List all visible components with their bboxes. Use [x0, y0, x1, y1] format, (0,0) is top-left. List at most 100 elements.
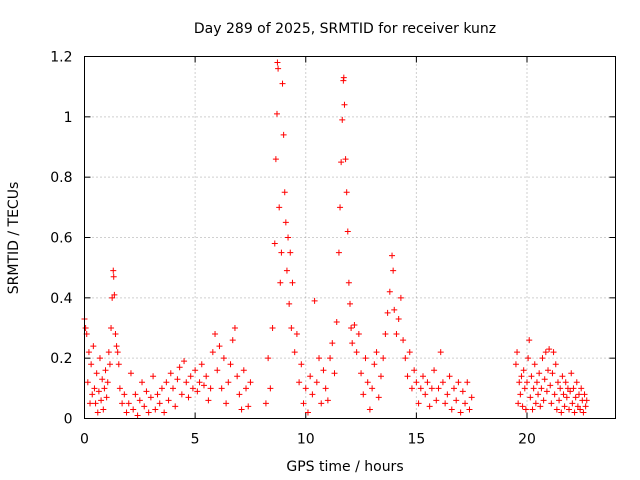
data-point: [87, 400, 94, 407]
data-point: [121, 391, 128, 398]
data-point: [569, 400, 576, 407]
data-point: [455, 379, 462, 386]
data-point: [444, 391, 451, 398]
y-tick-label: 0.4: [50, 291, 72, 307]
data-point: [422, 391, 429, 398]
data-point: [276, 204, 283, 211]
data-point: [105, 349, 112, 356]
data-point: [562, 379, 569, 386]
data-point: [287, 249, 294, 256]
data-point: [218, 385, 225, 392]
data-point: [163, 379, 170, 386]
data-point: [348, 325, 355, 331]
data-point: [125, 400, 132, 407]
x-tick-label: 5: [191, 432, 200, 448]
data-point: [100, 406, 107, 413]
data-point: [288, 325, 295, 331]
data-point: [243, 385, 250, 392]
data-point: [431, 367, 438, 374]
data-point: [103, 394, 110, 401]
data-point: [167, 370, 174, 377]
data-point: [553, 406, 560, 413]
data-point: [517, 391, 524, 398]
data-point: [331, 370, 338, 377]
data-point: [132, 391, 139, 398]
data-point: [533, 379, 540, 386]
x-tick-label: 10: [297, 432, 315, 448]
data-point: [115, 361, 122, 368]
data-point: [223, 400, 230, 407]
data-point: [384, 309, 391, 316]
data-point: [389, 252, 396, 259]
data-point: [196, 379, 203, 386]
data-point: [275, 65, 282, 72]
data-point: [339, 116, 346, 123]
data-point: [530, 385, 537, 392]
data-point: [557, 385, 564, 392]
data-point: [580, 409, 587, 416]
data-point: [539, 355, 546, 362]
data-point: [568, 370, 575, 377]
data-point: [424, 379, 431, 386]
plot-frame: [84, 56, 616, 419]
data-point: [369, 385, 376, 392]
data-point: [521, 385, 528, 392]
data-point: [516, 379, 523, 386]
x-tick-label: 15: [407, 432, 425, 448]
data-point: [165, 397, 172, 404]
data-point: [528, 373, 535, 380]
data-point: [236, 391, 243, 398]
data-point: [143, 388, 150, 395]
data-point: [313, 379, 320, 386]
data-point: [110, 273, 117, 280]
data-point: [272, 156, 279, 163]
data-point: [109, 294, 116, 301]
data-point: [377, 373, 384, 380]
data-point: [400, 337, 407, 344]
data-point: [559, 373, 566, 380]
x-tick-label: 20: [518, 432, 536, 448]
data-point: [194, 388, 201, 395]
data-point: [538, 385, 545, 392]
data-point: [176, 364, 183, 371]
data-point: [362, 355, 369, 362]
data-point: [150, 373, 157, 380]
data-point: [551, 391, 558, 398]
data-point: [340, 74, 347, 81]
data-point: [541, 376, 548, 383]
data-point: [404, 373, 411, 380]
data-point: [342, 156, 349, 163]
data-point: [413, 379, 420, 386]
grid: [84, 56, 616, 419]
data-point: [531, 361, 538, 368]
data-point: [161, 409, 168, 416]
data-point: [561, 403, 568, 410]
data-point: [329, 340, 336, 347]
data-point: [185, 394, 192, 401]
data-point: [417, 385, 424, 392]
data-point: [114, 349, 121, 356]
data-point: [571, 409, 578, 416]
data-point: [234, 373, 241, 380]
y-tick-label: 0.8: [50, 170, 72, 186]
data-point: [547, 382, 554, 389]
data-point: [278, 249, 285, 256]
data-point: [245, 403, 252, 410]
y-tick-label: 0.6: [50, 231, 72, 247]
data-point: [307, 373, 314, 380]
data-point: [540, 397, 547, 404]
data-point: [205, 397, 212, 404]
data-point: [556, 397, 563, 404]
data-point: [302, 385, 309, 392]
data-point: [583, 397, 590, 404]
data-point: [529, 406, 536, 413]
data-point: [134, 412, 141, 419]
data-point: [457, 409, 464, 416]
data-point: [225, 379, 232, 386]
data-point: [402, 355, 409, 362]
data-point: [550, 349, 557, 356]
data-point: [277, 279, 284, 286]
data-point: [108, 325, 115, 331]
data-point: [283, 267, 290, 274]
data-point: [273, 110, 280, 117]
